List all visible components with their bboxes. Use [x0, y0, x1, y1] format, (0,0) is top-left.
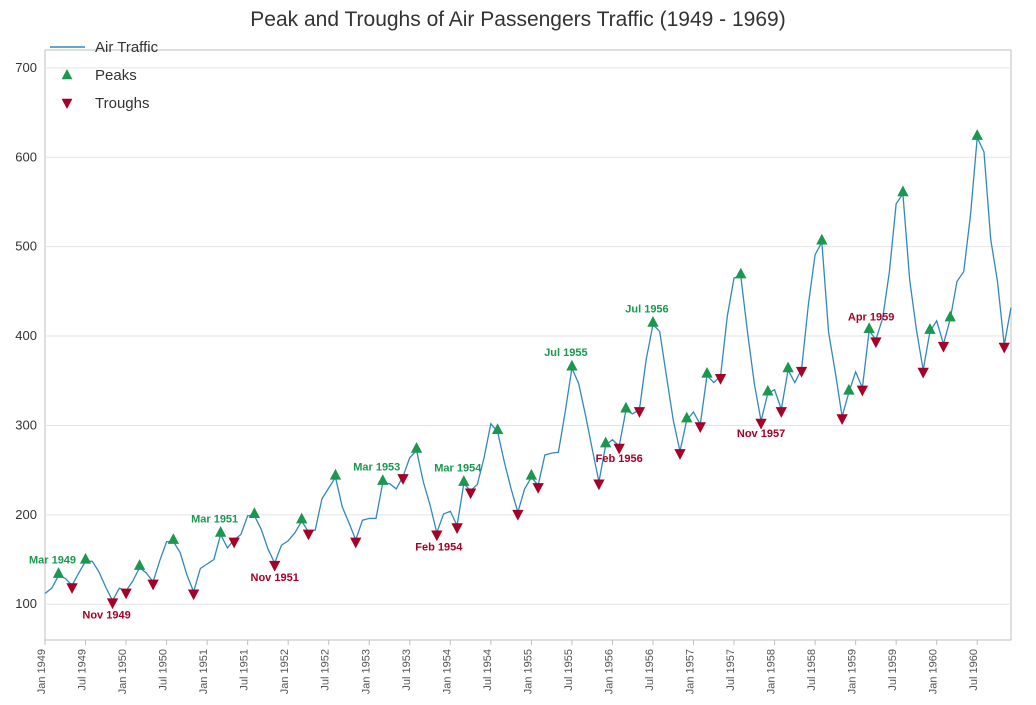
- y-tick-label: 500: [15, 239, 37, 254]
- x-tick-label: Jan 1951: [198, 649, 210, 694]
- y-tick-label: 300: [15, 417, 37, 432]
- trough-label: Feb 1954: [415, 542, 463, 554]
- x-tick-label: Jul 1958: [806, 649, 818, 691]
- chart-container: 100 200 300 400 500 600 700 Jan 1949 Jul 1949 Jan…: [0, 0, 1036, 705]
- y-tick-label: 400: [15, 328, 37, 343]
- x-tick-label: Jul 1954: [482, 649, 494, 691]
- y-tick-label: 200: [15, 507, 37, 522]
- peak-label: Mar 1949: [29, 555, 76, 567]
- y-tick-label: 700: [15, 60, 37, 75]
- x-tick-label: Jan 1954: [441, 649, 453, 694]
- x-tick-label: Jan 1959: [847, 649, 859, 694]
- x-tick-label: Jul 1953: [401, 649, 413, 691]
- x-tick-label: Jul 1960: [968, 649, 980, 691]
- x-tick-label: Jan 1953: [360, 649, 372, 694]
- x-tick-label: Jul 1951: [239, 649, 251, 691]
- peak-label: Jul 1956: [625, 303, 668, 315]
- x-tick-label: Jul 1952: [320, 649, 332, 691]
- trough-label: Feb 1956: [596, 453, 643, 465]
- chart-title: Peak and Troughs of Air Passengers Traff…: [250, 8, 785, 31]
- x-tick-label: Jul 1959: [887, 649, 899, 691]
- peak-label: Mar 1953: [353, 462, 400, 474]
- x-tick-label: Jan 1958: [766, 649, 778, 694]
- peak-label: Mar 1951: [191, 514, 238, 526]
- x-tick-label: Jul 1949: [77, 649, 89, 691]
- x-tick-label: Jul 1956: [644, 649, 656, 691]
- legend-label: Troughs: [95, 95, 149, 112]
- x-tick-label: Jan 1949: [36, 649, 48, 694]
- x-tick-label: Jan 1957: [685, 649, 697, 694]
- y-tick-label: 100: [15, 596, 37, 611]
- x-tick-label: Jul 1950: [158, 649, 170, 691]
- plot-area: [45, 50, 1011, 640]
- legend-label: Peaks: [95, 67, 137, 84]
- chart-svg: 100 200 300 400 500 600 700 Jan 1949 Jul 1949 Jan…: [0, 0, 1036, 705]
- peak-label: Apr 1959: [848, 312, 894, 324]
- peak-label: Mar 1954: [434, 463, 482, 475]
- x-tick-label: Jan 1950: [117, 649, 129, 694]
- x-tick-label: Jan 1960: [928, 649, 940, 694]
- x-tick-label: Jan 1952: [279, 649, 291, 694]
- x-tick-label: Jan 1955: [522, 649, 534, 694]
- trough-label: Nov 1949: [82, 610, 130, 622]
- x-tick-label: Jul 1957: [725, 649, 737, 691]
- x-tick-label: Jul 1955: [563, 649, 575, 691]
- legend-label: Air Traffic: [95, 39, 159, 56]
- trough-label: Nov 1957: [737, 428, 785, 440]
- peak-label: Jul 1955: [544, 347, 587, 359]
- x-tick-label: Jan 1956: [603, 649, 615, 694]
- trough-label: Nov 1951: [251, 572, 299, 584]
- y-tick-label: 600: [15, 149, 37, 164]
